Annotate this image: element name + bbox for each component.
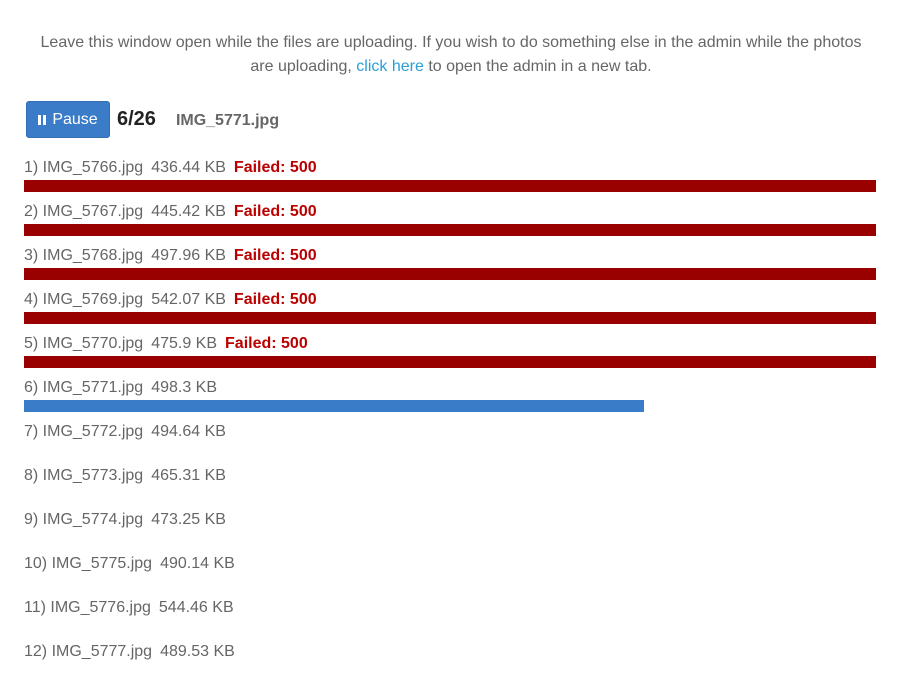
progress-bar xyxy=(24,400,645,412)
pause-button-label: Pause xyxy=(52,110,98,128)
progress-track xyxy=(24,312,876,324)
file-size: 542.07 KB xyxy=(151,291,226,308)
file-status: Failed: 500 xyxy=(233,247,317,264)
file-name: 6) IMG_5771.jpg xyxy=(24,379,144,396)
file-name: 9) IMG_5774.jpg xyxy=(24,511,144,528)
file-name: 8) IMG_5773.jpg xyxy=(24,467,144,484)
progress-track xyxy=(24,268,876,280)
file-size: 489.53 KB xyxy=(160,643,235,660)
progress-bar xyxy=(24,180,876,192)
file-info: 6) IMG_5771.jpg 498.3 KB xyxy=(24,376,217,400)
file-list: 1) IMG_5766.jpg 436.44 KB Failed: 500 2) IM… xyxy=(24,156,876,684)
file-size: 497.96 KB xyxy=(151,247,226,264)
file-size: 445.42 KB xyxy=(151,203,226,220)
file-row: 12) IMG_5777.jpg 489.53 KB xyxy=(24,640,876,684)
file-size: 465.31 KB xyxy=(151,467,226,484)
file-name: 7) IMG_5772.jpg xyxy=(24,423,144,440)
file-size: 544.46 KB xyxy=(158,599,234,616)
upload-notice: Leave this window open while the files a… xyxy=(30,31,872,79)
open-admin-link[interactable]: click here xyxy=(356,58,424,75)
file-name: 5) IMG_5770.jpg xyxy=(24,335,144,352)
file-size: 494.64 KB xyxy=(151,423,226,440)
file-status: Failed: 500 xyxy=(233,159,317,176)
file-size: 473.25 KB xyxy=(151,511,226,528)
file-status: Failed: 500 xyxy=(233,203,317,220)
progress-bar xyxy=(24,224,876,236)
file-name: 10) IMG_5775.jpg xyxy=(24,555,153,572)
file-size: 475.9 KB xyxy=(151,335,218,352)
pause-button[interactable]: Pause xyxy=(26,101,110,138)
progress-track xyxy=(24,224,876,236)
file-info: 8) IMG_5773.jpg 465.31 KB xyxy=(24,464,226,488)
upload-controls: Pause 6/26 IMG_5771.jpg xyxy=(26,101,279,138)
upload-counter: 6/26 xyxy=(117,108,156,130)
file-name: 11) IMG_5776.jpg xyxy=(24,599,151,616)
file-row: 5) IMG_5770.jpg 475.9 KB Failed: 500 xyxy=(24,332,876,376)
progress-track xyxy=(24,356,876,368)
file-name: 1) IMG_5766.jpg xyxy=(24,159,144,176)
pause-icon xyxy=(38,114,47,125)
file-info: 7) IMG_5772.jpg 494.64 KB xyxy=(24,420,226,444)
progress-bar xyxy=(24,312,876,324)
progress-track xyxy=(24,180,876,192)
file-row: 8) IMG_5773.jpg 465.31 KB xyxy=(24,464,876,508)
progress-bar xyxy=(24,268,876,280)
file-size: 490.14 KB xyxy=(160,555,235,572)
notice-text-before: Leave this window open while the files a… xyxy=(40,34,862,75)
file-row: 9) IMG_5774.jpg 473.25 KB xyxy=(24,508,876,552)
file-row: 4) IMG_5769.jpg 542.07 KB Failed: 500 xyxy=(24,288,876,332)
file-status: Failed: 500 xyxy=(225,335,308,352)
file-row: 6) IMG_5771.jpg 498.3 KB xyxy=(24,376,876,420)
file-name: 12) IMG_5777.jpg xyxy=(24,643,153,660)
file-row: 2) IMG_5767.jpg 445.42 KB Failed: 500 xyxy=(24,200,876,244)
file-info: 4) IMG_5769.jpg 542.07 KB Failed: 500 xyxy=(24,288,317,312)
file-size: 436.44 KB xyxy=(151,159,226,176)
file-name: 4) IMG_5769.jpg xyxy=(24,291,144,308)
file-info: 5) IMG_5770.jpg 475.9 KB Failed: 500 xyxy=(24,332,308,356)
file-name: 3) IMG_5768.jpg xyxy=(24,247,144,264)
file-info: 11) IMG_5776.jpg 544.46 KB xyxy=(24,596,234,620)
current-file-name: IMG_5771.jpg xyxy=(175,111,280,129)
notice-text-after: to open the admin in a new tab. xyxy=(428,58,652,75)
file-row: 3) IMG_5768.jpg 497.96 KB Failed: 500 xyxy=(24,244,876,288)
file-size: 498.3 KB xyxy=(151,379,218,396)
file-row: 7) IMG_5772.jpg 494.64 KB xyxy=(24,420,876,464)
file-info: 10) IMG_5775.jpg 490.14 KB xyxy=(24,552,235,576)
file-info: 12) IMG_5777.jpg 489.53 KB xyxy=(24,640,235,664)
file-status: Failed: 500 xyxy=(233,291,317,308)
file-row: 1) IMG_5766.jpg 436.44 KB Failed: 500 xyxy=(24,156,876,200)
file-info: 2) IMG_5767.jpg 445.42 KB Failed: 500 xyxy=(24,200,317,224)
progress-bar xyxy=(24,356,876,368)
file-name: 2) IMG_5767.jpg xyxy=(24,203,144,220)
file-info: 9) IMG_5774.jpg 473.25 KB xyxy=(24,508,226,532)
progress-track xyxy=(24,400,876,412)
file-info: 3) IMG_5768.jpg 497.96 KB Failed: 500 xyxy=(24,244,317,268)
file-row: 10) IMG_5775.jpg 490.14 KB xyxy=(24,552,876,596)
file-info: 1) IMG_5766.jpg 436.44 KB Failed: 500 xyxy=(24,156,317,180)
file-row: 11) IMG_5776.jpg 544.46 KB xyxy=(24,596,876,640)
